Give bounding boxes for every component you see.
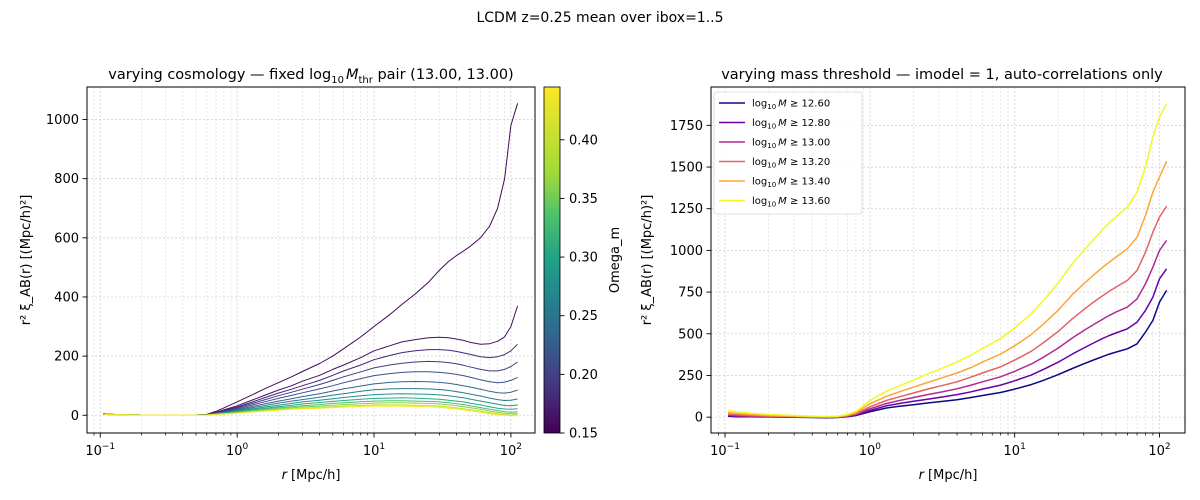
colorbar: 0.15 0.20 0.25 0.30 0.35 0.40 Omega_m: [543, 86, 623, 442]
left-x-tick-label: 101: [363, 442, 385, 459]
left-chart-title: varying cosmology — fixed log10 Mthr pair…: [108, 67, 513, 86]
left-title-thr: thr: [358, 75, 373, 86]
right-panel: varying mass threshold — imodel = 1, aut…: [640, 67, 1186, 483]
left-x-tick-label: 100: [226, 442, 249, 459]
left-xlabel-r: r: [282, 468, 289, 483]
legend-entry: log10 M ≥ 12.80: [752, 118, 830, 131]
right-legend: log10 M ≥ 12.60 log10 M ≥ 12.80 log10 M ≥ 13.…: [713, 91, 863, 215]
right-y-tick-label: 1500: [670, 161, 703, 176]
left-ylabel: r² ξ_AB(r) [(Mpc/h)²]: [19, 195, 34, 326]
right-y-tick-label: 750: [678, 286, 703, 301]
right-series-lines: [727, 103, 1168, 419]
figure-suptitle: LCDM z=0.25 mean over ibox=1..5: [476, 10, 723, 26]
colorbar-tick-label: 0.15: [569, 427, 598, 442]
legend-box: [713, 91, 863, 215]
colorbar-tick-label: 0.25: [569, 309, 598, 324]
colorbar-label: Omega_m: [608, 227, 623, 293]
right-xlabel: r [Mpc/h]: [919, 468, 978, 483]
right-series-line: [727, 103, 1168, 418]
right-ticks: 10−1 100 101 102 0 250 500 750 1000 1250 1500 1750: [670, 119, 1171, 459]
legend-entry: log10 M ≥ 13.20: [752, 157, 830, 170]
right-series-line: [728, 290, 1168, 419]
right-y-tick-label: 1000: [670, 244, 703, 259]
left-y-tick-label: 200: [54, 350, 79, 365]
legend-entry: log10 M ≥ 12.60: [752, 99, 830, 112]
right-y-tick-label: 1250: [670, 202, 703, 217]
right-x-tick-label: 101: [1004, 442, 1026, 459]
right-ylabel: r² ξ_AB(r) [(Mpc/h)²]: [640, 195, 655, 326]
left-y-tick-label: 0: [71, 409, 79, 424]
right-x-tick-label: 102: [1148, 442, 1170, 459]
colorbar-tick-label: 0.20: [569, 368, 598, 383]
left-x-tick-label: 10−1: [85, 442, 115, 459]
left-grid: [87, 87, 535, 433]
right-x-tick-label: 100: [859, 442, 882, 459]
left-ticks: 10−1 100 101 102 0 200 400 600 800 1000: [46, 113, 522, 459]
left-title-m: M: [346, 67, 359, 83]
right-axes-frame: [710, 86, 1186, 434]
legend-entry: log10 M ≥ 13.60: [752, 196, 830, 209]
left-xlabel: r [Mpc/h]: [282, 468, 341, 483]
right-chart-title: varying mass threshold — imodel = 1, aut…: [721, 67, 1163, 83]
left-y-tick-label: 400: [54, 290, 79, 305]
left-series-line: [103, 405, 518, 417]
right-xlabel-unit: [Mpc/h]: [924, 468, 978, 483]
left-axes-frame: [86, 86, 536, 434]
left-title-sub: 10: [331, 75, 344, 86]
right-y-tick-label: 0: [695, 411, 703, 426]
left-panel: varying cosmology — fixed log10 Mthr pair…: [19, 67, 536, 483]
left-series-lines: [103, 103, 519, 417]
left-y-tick-label: 1000: [46, 113, 79, 128]
left-y-tick-label: 800: [54, 172, 79, 187]
colorbar-tick-label: 0.30: [569, 251, 598, 266]
right-x-tick-label: 10−1: [710, 442, 740, 459]
right-y-tick-label: 250: [678, 369, 703, 384]
right-y-tick-label: 1750: [670, 119, 703, 134]
right-xlabel-r: r: [919, 468, 926, 483]
left-y-tick-label: 600: [54, 231, 79, 246]
right-y-tick-label: 500: [678, 327, 703, 342]
left-title-post: pair (13.00, 13.00): [373, 67, 514, 83]
legend-entry: log10 M ≥ 13.00: [752, 138, 830, 151]
colorbar-gradient: [543, 86, 561, 434]
colorbar-ticks: 0.15 0.20 0.25 0.30 0.35 0.40: [560, 133, 598, 442]
left-xlabel-unit: [Mpc/h]: [287, 468, 341, 483]
colorbar-tick-label: 0.35: [569, 192, 598, 207]
left-title-text: varying cosmology — fixed log: [108, 67, 331, 83]
colorbar-tick-label: 0.40: [569, 133, 598, 148]
legend-entry: log10 M ≥ 13.40: [752, 177, 830, 190]
left-x-tick-label: 102: [500, 442, 522, 459]
